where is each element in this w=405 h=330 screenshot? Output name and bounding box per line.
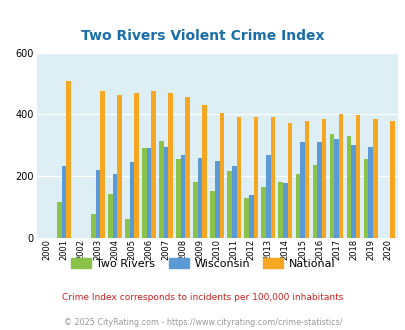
- Bar: [62, 166, 66, 238]
- Bar: [117, 95, 121, 238]
- Bar: [180, 155, 185, 238]
- Bar: [236, 117, 241, 238]
- Legend: Two Rivers, Wisconsin, National: Two Rivers, Wisconsin, National: [66, 254, 339, 273]
- Bar: [270, 117, 275, 238]
- Bar: [282, 183, 287, 238]
- Bar: [350, 145, 355, 238]
- Bar: [363, 159, 367, 238]
- Bar: [261, 187, 265, 238]
- Bar: [91, 214, 95, 238]
- Bar: [159, 141, 163, 238]
- Bar: [57, 202, 62, 238]
- Bar: [295, 175, 299, 238]
- Bar: [248, 195, 253, 238]
- Bar: [253, 117, 258, 238]
- Text: Two Rivers Violent Crime Index: Two Rivers Violent Crime Index: [81, 29, 324, 43]
- Bar: [219, 113, 224, 238]
- Bar: [146, 148, 151, 238]
- Bar: [197, 158, 202, 238]
- Bar: [338, 115, 343, 238]
- Bar: [66, 81, 70, 238]
- Bar: [168, 93, 173, 238]
- Bar: [134, 93, 139, 238]
- Bar: [333, 139, 338, 238]
- Bar: [95, 171, 100, 238]
- Bar: [202, 105, 207, 238]
- Bar: [265, 155, 270, 238]
- Bar: [108, 194, 112, 238]
- Bar: [129, 162, 134, 238]
- Bar: [278, 182, 282, 238]
- Bar: [100, 91, 104, 238]
- Bar: [329, 134, 333, 238]
- Bar: [367, 147, 372, 238]
- Bar: [372, 119, 377, 238]
- Bar: [214, 161, 219, 238]
- Bar: [163, 147, 168, 238]
- Bar: [299, 142, 304, 238]
- Bar: [389, 120, 394, 238]
- Bar: [112, 174, 117, 238]
- Bar: [355, 115, 360, 238]
- Bar: [210, 191, 214, 238]
- Bar: [151, 91, 156, 238]
- Bar: [176, 159, 180, 238]
- Bar: [227, 171, 231, 238]
- Text: Crime Index corresponds to incidents per 100,000 inhabitants: Crime Index corresponds to incidents per…: [62, 293, 343, 302]
- Bar: [304, 121, 309, 238]
- Bar: [193, 182, 197, 238]
- Bar: [287, 123, 292, 238]
- Bar: [125, 219, 129, 238]
- Bar: [346, 136, 350, 238]
- Bar: [142, 148, 146, 238]
- Bar: [231, 166, 236, 238]
- Bar: [244, 198, 248, 238]
- Text: © 2025 CityRating.com - https://www.cityrating.com/crime-statistics/: © 2025 CityRating.com - https://www.city…: [64, 318, 341, 327]
- Bar: [321, 119, 326, 238]
- Bar: [185, 97, 190, 238]
- Bar: [316, 142, 321, 238]
- Bar: [312, 165, 316, 238]
